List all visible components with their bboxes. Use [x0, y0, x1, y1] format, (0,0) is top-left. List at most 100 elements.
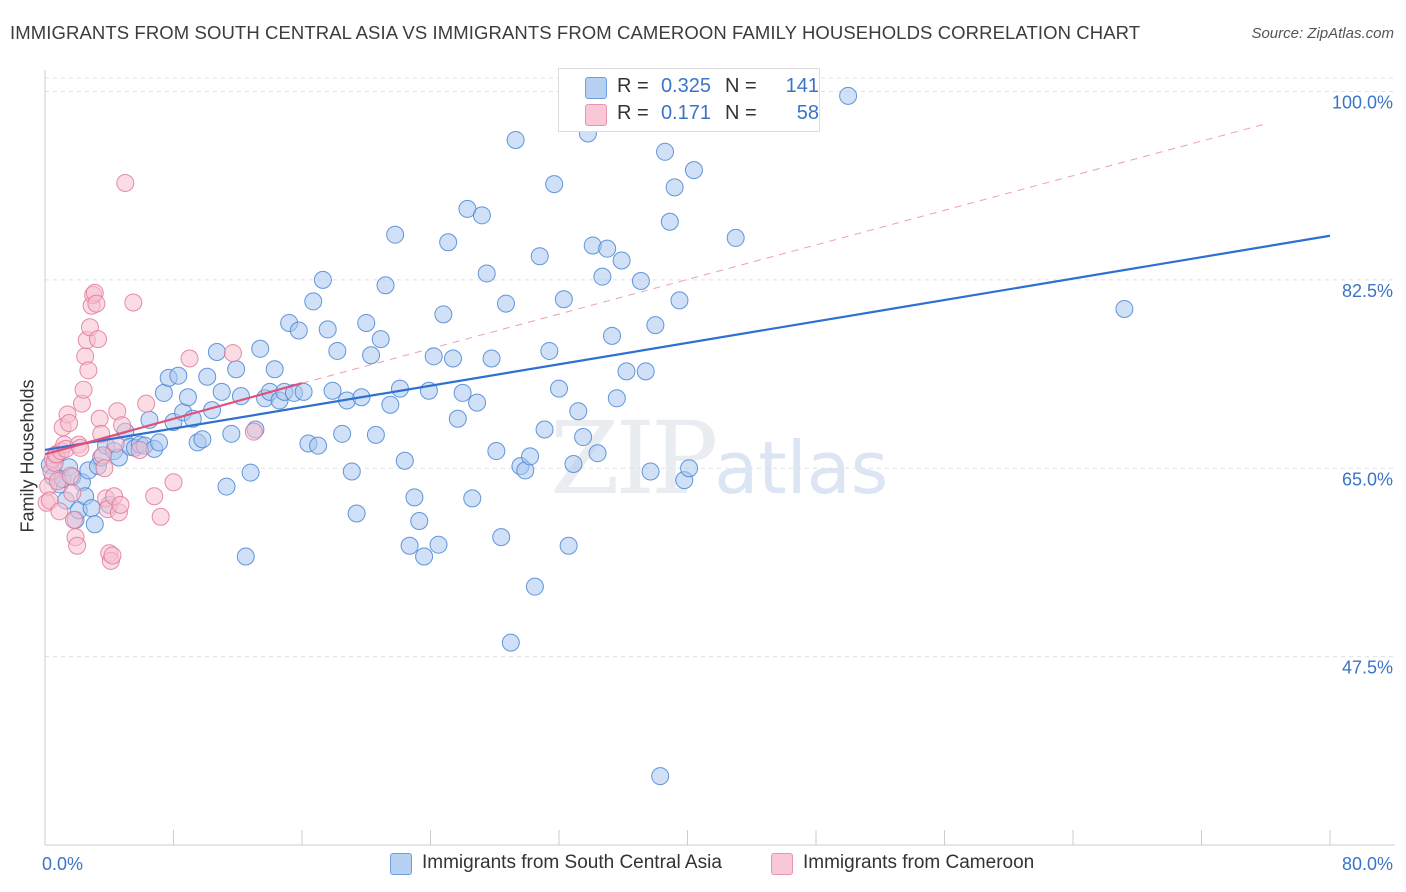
blue-point [684, 161, 703, 180]
pink-point [64, 510, 83, 529]
blue-point [357, 313, 376, 332]
blue-point [289, 321, 308, 340]
blue-point [217, 477, 236, 496]
blue-point [342, 462, 361, 481]
blue-point [309, 436, 328, 455]
blue-point [333, 424, 352, 443]
blue-point [593, 267, 612, 286]
blue-point [236, 547, 255, 566]
blue-point [198, 367, 217, 386]
blue-point [207, 343, 226, 362]
blue-point [222, 424, 241, 443]
blue-point [506, 130, 525, 149]
bottom-legend-label: Immigrants from South Central Asia [422, 852, 722, 873]
blue-point [569, 402, 588, 421]
blue-point [415, 547, 434, 566]
pink-point [63, 484, 82, 503]
bottom-legend-swatch-blue [390, 853, 412, 875]
bottom-legend-label: Immigrants from Cameroon [803, 852, 1035, 873]
correlation-legend: R = 0.325 N = 141 R = 0.171 N = 58 [558, 68, 820, 132]
blue-point [193, 430, 212, 449]
chart-title: IMMIGRANTS FROM SOUTH CENTRAL ASIA VS IM… [10, 22, 1141, 43]
blue-point [294, 382, 313, 401]
blue-point [85, 515, 104, 534]
blue-point [554, 290, 573, 309]
blue-point [521, 447, 540, 466]
blue-point [1115, 299, 1134, 318]
blue-point [550, 379, 568, 398]
blue-point [429, 535, 448, 554]
pink-point [223, 344, 242, 363]
legend-swatch-blue [585, 77, 607, 99]
blue-point [318, 320, 337, 339]
bottom-legend-swatch-pink [771, 853, 793, 875]
pink-point [137, 394, 156, 413]
blue-point [641, 462, 660, 481]
pink-point [87, 294, 106, 313]
blue-point [251, 339, 270, 358]
blue-point [607, 389, 626, 408]
pink-point [130, 440, 149, 459]
blue-point [82, 499, 101, 518]
blue-point [525, 577, 544, 596]
pink-point [95, 459, 114, 478]
blue-point [410, 512, 429, 531]
pink-point [116, 174, 135, 193]
legend-n-value: 58 [796, 102, 819, 124]
blue-point [434, 305, 453, 324]
pink-trend-line [44, 382, 303, 456]
blue-point [496, 294, 515, 313]
source-label: Source: ZipAtlas.com [1251, 25, 1394, 42]
pink-point [74, 380, 93, 399]
blue-point [651, 767, 670, 786]
blue-point [381, 395, 400, 414]
legend-r-value: 0.171 [660, 102, 711, 124]
blue-point [670, 291, 689, 310]
blue-point [535, 420, 554, 439]
blue-point [347, 504, 366, 523]
blue-point [386, 225, 405, 244]
blue-point [304, 292, 323, 311]
blue-point [323, 381, 342, 400]
blue-point [636, 362, 655, 381]
legend-n-label: N = [725, 75, 757, 97]
pink-trend-extension [301, 123, 1266, 384]
pink-point [145, 487, 164, 506]
y-tick-label: 65.0% [1342, 469, 1393, 489]
blue-point [150, 433, 169, 452]
blue-point [169, 366, 188, 385]
blue-point [477, 264, 496, 283]
blue-point [400, 536, 419, 555]
x-tick-label: 80.0% [1342, 854, 1393, 874]
pink-point [103, 546, 122, 565]
blue-point [545, 175, 564, 194]
blue-point [463, 489, 482, 508]
y-tick-label: 47.5% [1342, 658, 1393, 678]
legend-r-label: R = [617, 102, 649, 124]
blue-point [631, 271, 650, 290]
blue-point [366, 425, 385, 444]
blue-point [227, 360, 246, 379]
pink-point [89, 330, 108, 349]
blue-point [212, 382, 231, 401]
blue-trend-line [44, 234, 1331, 452]
blue-point [574, 428, 593, 447]
blue-point [178, 388, 197, 407]
blue-point [468, 393, 487, 412]
blue-point [588, 444, 607, 463]
blue-point [265, 360, 284, 379]
blue-point [313, 270, 332, 289]
blue-point [405, 488, 424, 507]
blue-point [726, 228, 745, 247]
blue-point [371, 330, 390, 349]
blue-point [612, 251, 631, 270]
pink-point [60, 414, 79, 433]
legend-r-label: R = [617, 75, 649, 97]
blue-point [482, 349, 501, 368]
blue-point [564, 454, 583, 473]
pink-point [180, 349, 199, 368]
pink-point [90, 409, 109, 428]
blue-point [617, 362, 636, 381]
pink-point [79, 361, 98, 380]
blue-point [328, 341, 347, 360]
